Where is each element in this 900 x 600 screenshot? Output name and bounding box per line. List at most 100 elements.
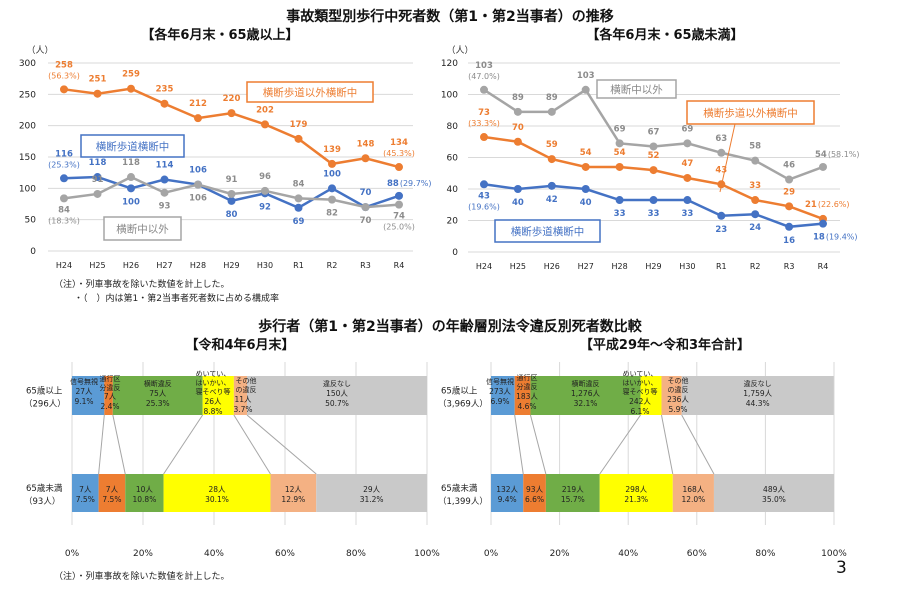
bar-segment xyxy=(202,376,234,415)
segment-count: 10人 xyxy=(136,485,154,494)
data-label: 23 xyxy=(715,225,727,235)
data-label: 134 xyxy=(390,138,408,148)
data-point xyxy=(581,162,590,171)
data-label: 179 xyxy=(290,120,308,130)
data-annotation: (25.3%) xyxy=(48,160,80,169)
x-tick-label: 0% xyxy=(484,549,499,559)
segment-name: めいてい、はいかい、寝そべり等 xyxy=(623,370,658,396)
segment-percent: 50.7% xyxy=(325,399,349,408)
chart4-subtitle: 【平成29年～令和3年合計】 xyxy=(579,338,751,353)
x-tick-label: 100% xyxy=(821,549,847,559)
data-label: 118 xyxy=(89,158,107,168)
data-label: 93 xyxy=(159,202,171,212)
segment-name: その他の違反 xyxy=(236,376,257,394)
x-tick-label: H25 xyxy=(510,262,526,271)
segment-count: 236人 xyxy=(667,395,689,404)
connector-line xyxy=(246,414,317,475)
data-label: 139 xyxy=(323,145,341,155)
x-tick-label: H27 xyxy=(156,261,172,270)
y-tick-label: 300 xyxy=(19,59,36,69)
data-label: 89 xyxy=(512,93,524,103)
chart2-subtitle: 【各年6月末・65歳未満】 xyxy=(586,28,744,43)
data-label: 40 xyxy=(580,198,592,208)
data-label: 212 xyxy=(189,99,207,109)
data-label: 59 xyxy=(546,140,558,150)
data-label: 33 xyxy=(749,181,761,191)
segment-name: 信号無視 xyxy=(70,377,98,386)
data-label: 148 xyxy=(357,139,375,149)
data-point xyxy=(227,189,236,198)
connector-line xyxy=(681,414,715,475)
data-point xyxy=(751,210,760,219)
segment-percent: 6.9% xyxy=(490,397,509,406)
data-point xyxy=(513,185,522,193)
data-point xyxy=(227,196,236,205)
legend-label: 横断歩道横断中 xyxy=(96,140,170,153)
data-label: 47 xyxy=(681,159,693,169)
data-label: 251 xyxy=(89,75,107,85)
chart1-subtitle: 【各年6月末・65歳以上】 xyxy=(141,28,299,43)
data-label: 80 xyxy=(226,210,238,220)
data-label: 24 xyxy=(749,223,761,233)
segment-count: 150人 xyxy=(326,389,348,398)
data-point xyxy=(649,142,658,151)
data-point xyxy=(615,196,624,205)
x-tick-label: H29 xyxy=(645,262,661,271)
data-label: 89 xyxy=(546,93,558,103)
segment-name: その他の違反 xyxy=(668,376,689,394)
x-tick-label: 100% xyxy=(414,549,440,559)
data-point xyxy=(819,219,827,228)
data-point xyxy=(194,114,202,123)
chart3-subtitle: 【令和4年6月末】 xyxy=(185,338,295,353)
legend-box xyxy=(686,100,815,125)
bar-segment xyxy=(316,474,427,512)
x-tick-label: 60% xyxy=(687,549,707,559)
data-point xyxy=(328,184,336,193)
connector-line xyxy=(660,414,674,475)
bar-segment xyxy=(491,376,515,415)
data-point xyxy=(160,188,169,197)
data-point xyxy=(395,163,403,172)
segment-percent: 31.2% xyxy=(360,495,384,504)
legend-leader-line xyxy=(719,123,736,193)
segment-percent: 10.8% xyxy=(133,495,157,504)
x-tick-label: H26 xyxy=(544,262,560,271)
segment-percent: 8.8% xyxy=(203,407,222,416)
x-tick-label: 80% xyxy=(755,549,775,559)
segment-percent: 35.0% xyxy=(762,495,786,504)
y-tick-label: 80 xyxy=(447,122,459,132)
data-point xyxy=(361,154,370,163)
data-point xyxy=(127,173,135,182)
bar-segment xyxy=(681,376,834,415)
legend-box xyxy=(80,134,185,158)
x-tick-label: R4 xyxy=(818,262,829,271)
data-label: 58 xyxy=(749,142,761,152)
legend-label: 横断歩道横断中 xyxy=(511,225,585,238)
bar-segment xyxy=(599,474,673,512)
data-point xyxy=(60,174,68,183)
data-point xyxy=(785,175,794,184)
x-tick-label: H25 xyxy=(89,261,105,270)
data-point xyxy=(160,175,169,184)
data-label: 54 xyxy=(580,148,592,158)
data-label: 43 xyxy=(478,191,490,201)
x-tick-label: H30 xyxy=(679,262,695,271)
segment-name: 横断違反 xyxy=(144,379,172,388)
segment-name: 違反なし xyxy=(323,379,351,388)
row-label: 65歳以上 xyxy=(441,386,478,397)
data-point xyxy=(60,85,68,94)
data-label: 84 xyxy=(293,179,305,189)
segment-percent: 21.3% xyxy=(624,495,648,504)
data-label: 33 xyxy=(648,209,660,219)
segment-name: 横断違反 xyxy=(571,379,599,388)
data-label: 69 xyxy=(681,124,693,134)
legend-label: 横断歩道以外横断中 xyxy=(263,86,358,99)
segment-percent: 2.4% xyxy=(100,402,119,411)
bar-segment xyxy=(72,376,105,415)
data-point xyxy=(395,191,403,200)
segment-count: 7人 xyxy=(104,392,117,401)
segment-count: 75人 xyxy=(149,389,167,398)
note-2: ・（ ）内は第1・第2当事者死者数に占める構成率 xyxy=(74,294,279,304)
segment-percent: 6.6% xyxy=(525,495,544,504)
data-label: 96 xyxy=(259,172,271,182)
